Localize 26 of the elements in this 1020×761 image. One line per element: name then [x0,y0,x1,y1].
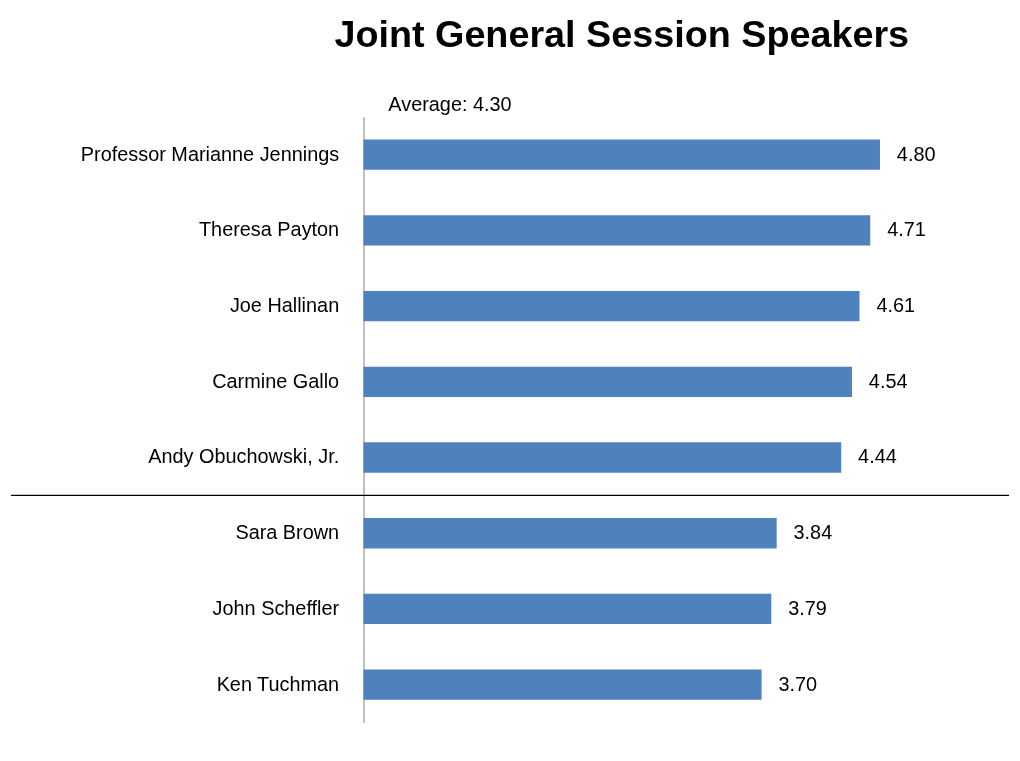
data-label: 4.71 [887,218,926,241]
y-tick-label: John Scheffler [212,596,340,619]
y-tick-label: Carmine Gallo [212,369,340,392]
y-tick-label: Ken Tuchman [216,672,340,695]
y-tick-label: Andy Obuchowski, Jr. [148,445,340,468]
data-label: 3.70 [778,672,818,695]
y-tick-label: Joe Hallinan [229,294,340,317]
data-label: 3.79 [788,596,827,619]
bar [363,366,852,397]
data-label: 4.80 [896,142,936,165]
data-label: 3.84 [793,521,833,544]
bar [363,669,762,700]
bar [363,215,871,246]
bar [363,593,772,625]
y-tick-label: Professor Marianne Jennings [80,142,340,165]
y-tick-label: Theresa Payton [198,218,340,241]
bar [363,442,842,473]
data-label: 4.44 [858,445,897,468]
bar [363,518,777,549]
text: Average: 4.30 [388,92,512,115]
data-label: 4.61 [876,294,916,317]
y-tick-label: Sara Brown [235,521,340,544]
data-label: 4.54 [868,369,908,392]
bar [363,290,860,322]
bar [363,139,880,170]
chart-title: Joint General Session Speakers [334,13,910,56]
